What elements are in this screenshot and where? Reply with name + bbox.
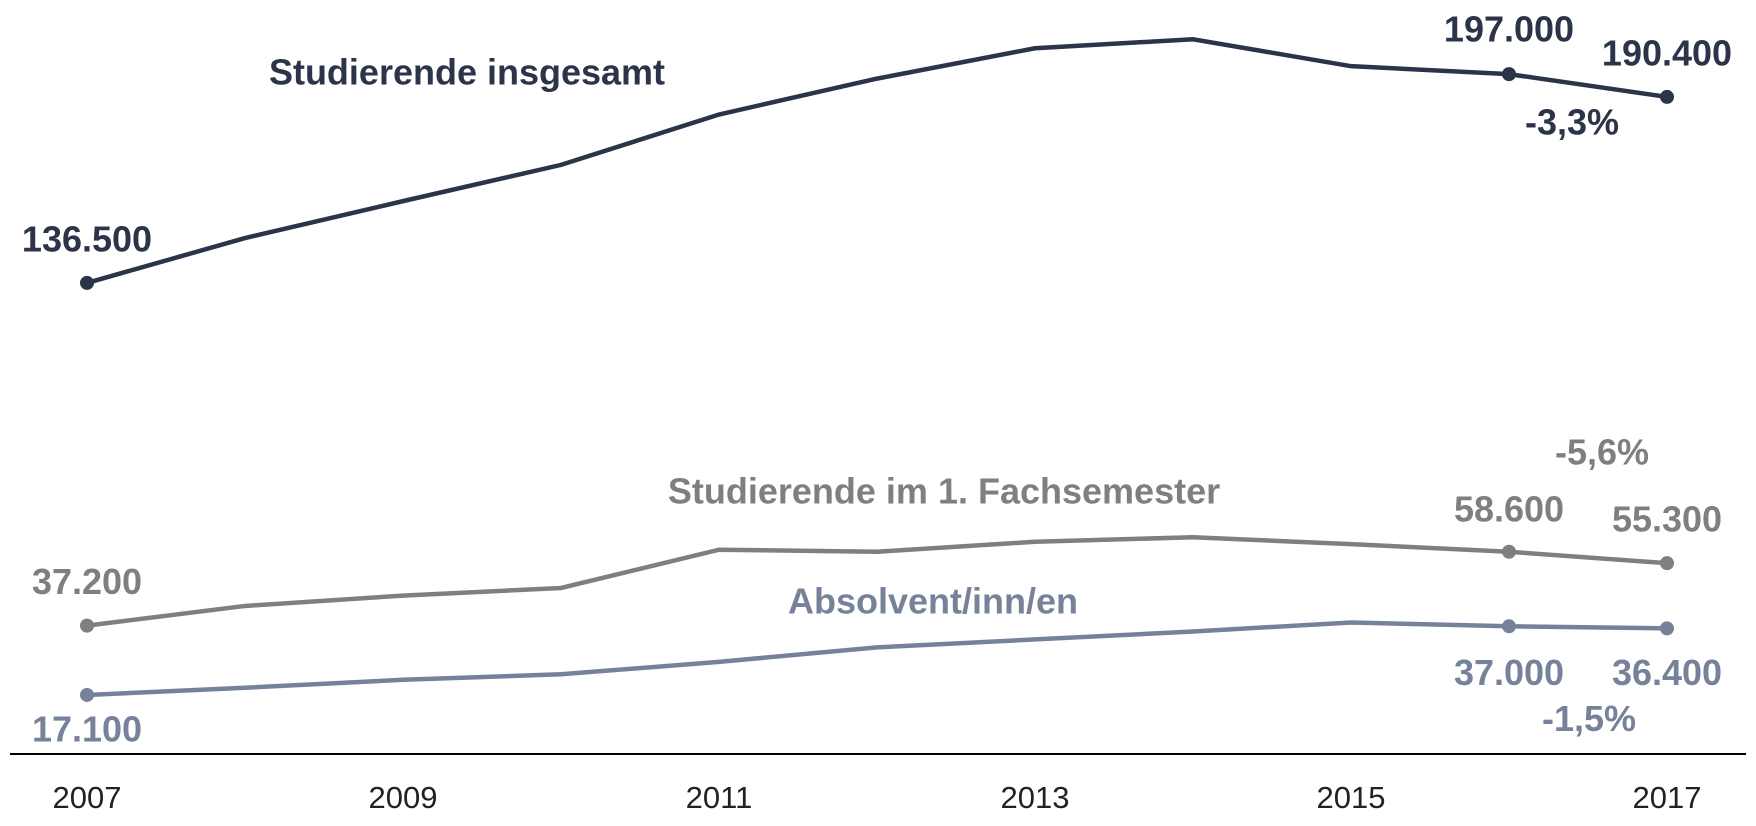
x-tick-label: 2009 [369,780,438,815]
value-label: 190.400 [1602,32,1732,73]
x-tick-label: 2017 [1633,780,1702,815]
value-label: 37.200 [32,561,142,602]
marker [1660,556,1674,571]
value-label: 58.600 [1454,488,1564,529]
marker [1660,89,1674,104]
marker [1502,544,1516,559]
x-tick-label: 2015 [1317,780,1386,815]
series-name: Absolvent/inn/en [788,581,1078,622]
series-name: Studierende insgesamt [269,52,665,93]
value-label: 197.000 [1444,9,1574,50]
change-label: -3,3% [1525,101,1619,142]
x-tick-label: 2013 [1001,780,1070,815]
change-label: -1,5% [1542,698,1636,739]
marker [1660,621,1674,636]
series-name: Studierende im 1. Fachsemester [668,471,1220,512]
marker [1502,619,1516,634]
value-label: 17.100 [32,709,142,750]
line [86,620,1668,698]
x-tick-label: 2011 [686,780,753,815]
marker [1502,67,1516,82]
line [86,535,1668,628]
marker [80,275,94,290]
change-label: -5,6% [1555,432,1649,473]
value-label: 55.300 [1612,499,1722,540]
value-label: 136.500 [22,218,152,259]
marker [80,618,94,633]
x-tick-label: 2007 [53,780,122,815]
value-label: 37.000 [1454,652,1564,693]
marker [80,687,94,702]
value-label: 36.400 [1612,652,1722,693]
line [86,37,1668,286]
